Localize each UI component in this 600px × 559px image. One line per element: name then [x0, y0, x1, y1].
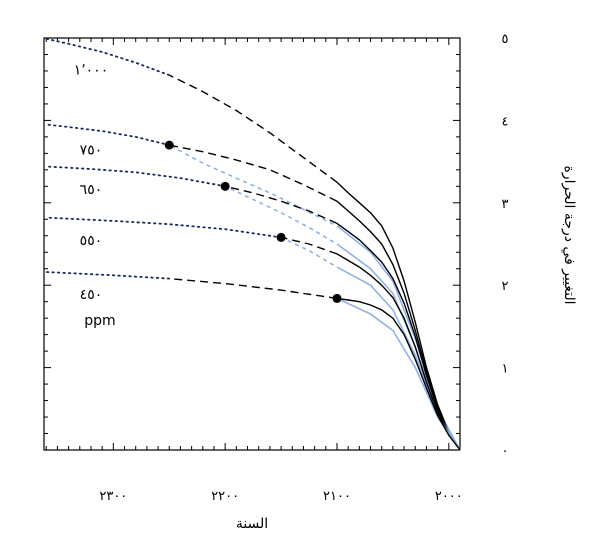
x-tick-label: ٢٢٠٠	[211, 489, 239, 504]
series-label: ٥٥٠	[80, 233, 103, 249]
stabilization-point	[276, 232, 286, 242]
series-solid-line	[336, 297, 461, 451]
series-label: ١٬٠٠٠	[74, 62, 109, 78]
series-label: ٤٥٠	[80, 287, 103, 303]
series-blue-line	[168, 144, 461, 451]
labels-group: ٢٠٠٠ ٢١٠٠ ٢٢٠٠ ٢٣٠٠ ٠ ١ ٢ ٣ ٤ ٥ ١٬٠٠٠ ٧٥٠ ٦٥٠ ٥٥٠ ٤٥٠	[74, 32, 509, 504]
stabilization-point	[164, 140, 174, 150]
x-tick-label: ٢٠٠٠	[435, 489, 463, 504]
y-tick-label: ٢	[502, 279, 509, 294]
series-label: ٦٥٠	[80, 182, 103, 198]
series-dotted-line	[45, 165, 227, 188]
series-group	[45, 37, 461, 451]
series-solid-line	[336, 222, 461, 451]
x-tick-label: ٢٣٠٠	[99, 489, 127, 504]
series-3	[45, 216, 461, 451]
series-2	[45, 165, 461, 451]
minor-ticks	[44, 37, 460, 451]
ppm-unit-label: ppm	[84, 313, 115, 329]
plot-area-border	[43, 37, 461, 451]
stabilization-point	[220, 181, 230, 191]
series-solid-line	[336, 181, 461, 451]
series-blue-line	[224, 185, 461, 451]
series-dashed-line	[169, 277, 338, 300]
series-dotted-line	[45, 37, 171, 76]
stabilization-point	[332, 293, 342, 303]
y-tick-label: ٠	[502, 444, 509, 459]
series-solid-line	[336, 200, 461, 451]
y-tick-label: ٣	[502, 197, 509, 212]
series-dashed-line	[168, 74, 338, 183]
y-tick-label: ١	[502, 362, 509, 377]
x-tick-label: ٢١٠٠	[323, 489, 351, 504]
series-solid-line	[336, 253, 461, 451]
series-blue-dash-gap	[168, 144, 338, 227]
series-dotted-line	[45, 271, 171, 280]
series-label: ٧٥٠	[80, 143, 103, 159]
x-axis-title: السنة	[236, 516, 268, 532]
series-dashed-line	[225, 185, 338, 225]
series-dashed-line	[169, 144, 338, 202]
series-dotted-line	[45, 123, 171, 146]
series-4	[45, 271, 461, 451]
series-dotted-line	[45, 216, 282, 239]
y-tick-label: ٥	[502, 32, 509, 47]
series-blue-dash-gap	[280, 236, 338, 269]
series-0	[45, 37, 461, 451]
series-blue-dash-gap	[224, 185, 338, 245]
series-dashed-line	[280, 236, 338, 255]
y-tick-label: ٤	[502, 114, 509, 129]
plot-frame	[43, 37, 461, 451]
y-axis-title: التغيير في درجة الحرارة	[561, 165, 577, 304]
